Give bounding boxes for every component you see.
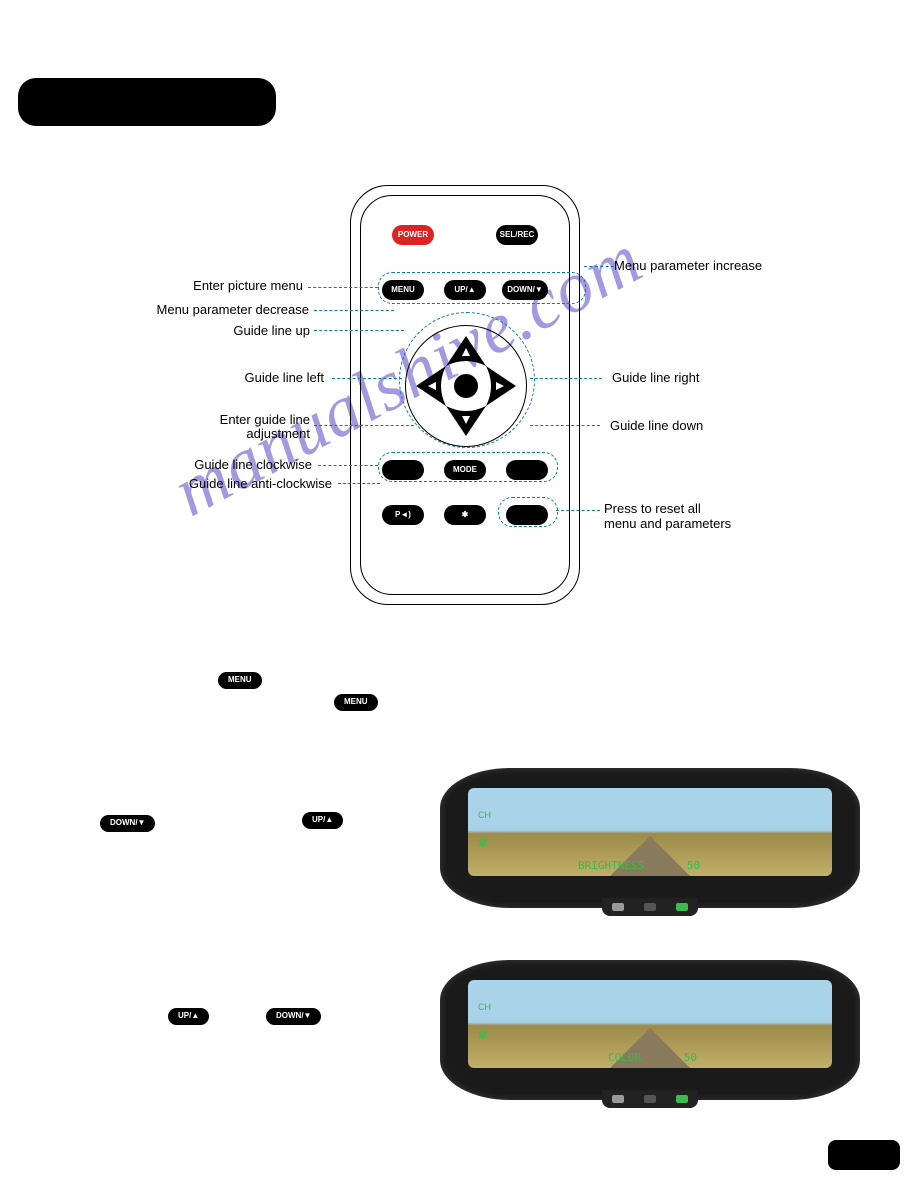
mirror-device-2: CH ✱ COLOR 50 xyxy=(440,960,860,1100)
leader-decrease xyxy=(314,310,394,311)
callout-guide-line-right: Guide line right xyxy=(612,370,699,385)
inline-down-btn-2: DOWN/▼ xyxy=(266,1008,321,1025)
callout-press-reset-l2: menu and parameters xyxy=(604,516,731,531)
inline-up-1: UP/▲ xyxy=(302,812,343,829)
dash-row3 xyxy=(378,452,558,482)
mirror2-btn-power[interactable] xyxy=(644,1095,656,1103)
leader-left xyxy=(332,378,402,379)
sel-rec-button[interactable]: SEL/REC xyxy=(496,225,538,245)
inline-menu-2: MENU xyxy=(334,694,378,711)
callout-param-increase: Menu parameter increase xyxy=(614,258,762,273)
mirror1-btn-3[interactable] xyxy=(676,903,688,911)
inline-down-2: DOWN/▼ xyxy=(266,1008,321,1025)
leader-cw xyxy=(318,465,378,466)
mirror2-ch-label: CH xyxy=(478,1002,491,1012)
mirror1-ch-label: CH xyxy=(478,810,491,820)
callout-press-reset: Press to reset all menu and parameters xyxy=(604,502,731,532)
inline-down-btn-1: DOWN/▼ xyxy=(100,815,155,832)
mirror2-buttons xyxy=(602,1090,698,1108)
mirror1-osd: BRIGHTNESS 50 xyxy=(578,859,700,872)
mirror2-star-label: ✱ xyxy=(478,1028,488,1042)
mirror1-osd-value: 50 xyxy=(687,859,700,872)
leader-up xyxy=(314,330,404,331)
callout-param-decrease: Menu parameter decrease xyxy=(141,302,309,317)
mirror1-btn-power[interactable] xyxy=(644,903,656,911)
dash-dpad xyxy=(399,312,535,448)
leader-acw xyxy=(338,483,380,484)
star-button[interactable]: ✱ xyxy=(444,505,486,525)
dash-reset xyxy=(498,497,558,527)
mirror1-star-label: ✱ xyxy=(478,836,488,850)
mirror2-btn-1[interactable] xyxy=(612,1095,624,1103)
callout-guide-anticlockwise: Guide line anti-clockwise xyxy=(146,476,332,491)
leader-adjust xyxy=(314,425,414,426)
leader-right xyxy=(530,378,602,379)
mirror2-osd: COLOR 50 xyxy=(608,1051,697,1064)
inline-menu-1: MENU xyxy=(218,672,262,689)
leader-increase xyxy=(584,266,614,267)
callout-enter-guide-adjust-l1: Enter guide line xyxy=(220,412,310,427)
callout-guide-clockwise: Guide line clockwise xyxy=(172,457,312,472)
leader-reset xyxy=(556,510,600,511)
inline-up-btn-1: UP/▲ xyxy=(302,812,343,829)
mirror2-osd-value: 50 xyxy=(684,1051,697,1064)
callout-enter-picture-menu: Enter picture menu xyxy=(163,278,303,293)
mirror2-btn-3[interactable] xyxy=(676,1095,688,1103)
leader-menu xyxy=(308,287,378,288)
inline-menu-btn-2: MENU xyxy=(334,694,378,711)
leader-linedown xyxy=(530,425,600,426)
callout-enter-guide-adjust-l2: adjustment xyxy=(246,426,310,441)
callout-press-reset-l1: Press to reset all xyxy=(604,501,701,516)
inline-menu-btn-1: MENU xyxy=(218,672,262,689)
callout-guide-line-left: Guide line left xyxy=(228,370,324,385)
mirror1-buttons xyxy=(602,898,698,916)
inline-up-btn-2: UP/▲ xyxy=(168,1008,209,1025)
mirror1-osd-label: BRIGHTNESS xyxy=(578,859,644,872)
mirror-screen-1: CH ✱ BRIGHTNESS 50 xyxy=(468,788,832,876)
mirror1-btn-1[interactable] xyxy=(612,903,624,911)
footer-bar xyxy=(828,1140,900,1170)
dash-row2 xyxy=(378,272,586,304)
header-bar xyxy=(18,78,276,126)
inline-down-1: DOWN/▼ xyxy=(100,815,155,832)
power-button[interactable]: POWER xyxy=(392,225,434,245)
callout-enter-guide-adjust: Enter guide line adjustment xyxy=(196,413,310,442)
callout-guide-line-down: Guide line down xyxy=(610,418,703,433)
mirror-screen-2: CH ✱ COLOR 50 xyxy=(468,980,832,1068)
inline-up-2: UP/▲ xyxy=(168,1008,209,1025)
mirror-device-1: CH ✱ BRIGHTNESS 50 xyxy=(440,768,860,908)
p-button[interactable]: P◄) xyxy=(382,505,424,525)
mirror2-osd-label: COLOR xyxy=(608,1051,641,1064)
callout-guide-line-up: Guide line up xyxy=(218,323,310,338)
